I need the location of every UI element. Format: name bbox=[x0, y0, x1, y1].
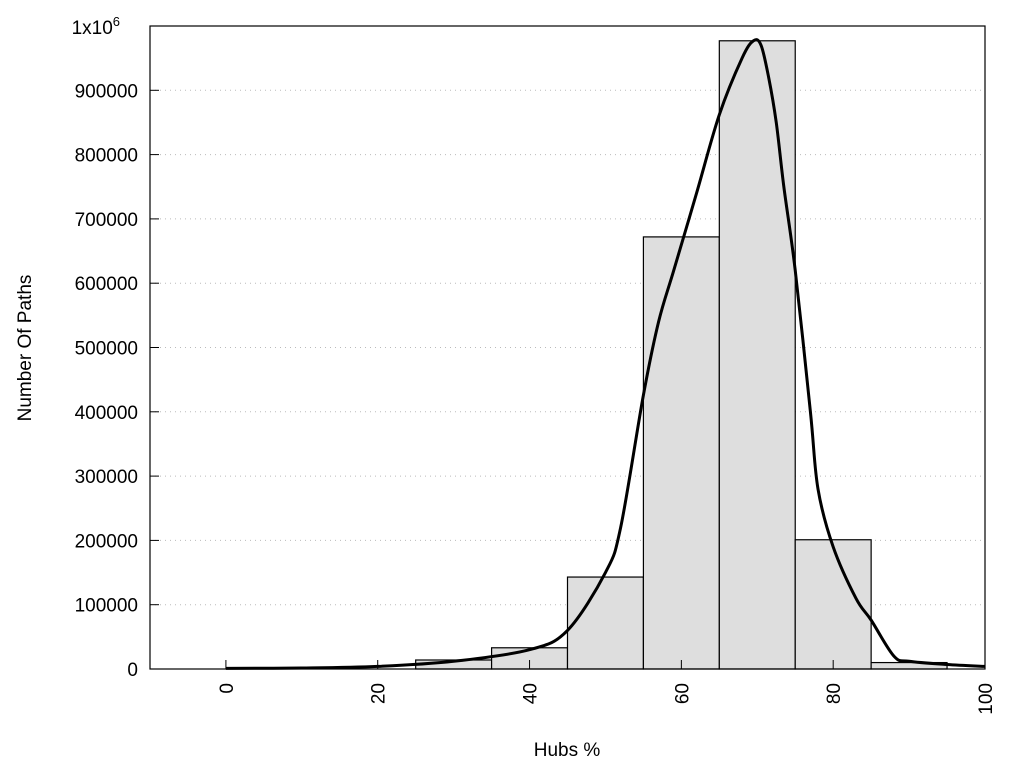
x-tick-label: 0 bbox=[217, 683, 238, 694]
y-tick-label: 200000 bbox=[75, 531, 138, 552]
y-tick-label: 700000 bbox=[75, 210, 138, 231]
y-tick-label: 800000 bbox=[75, 146, 138, 167]
x-tick-label: 80 bbox=[824, 683, 845, 704]
y-tick-label: 400000 bbox=[75, 403, 138, 424]
x-tick-label: 100 bbox=[976, 683, 997, 715]
y-tick-label: 0 bbox=[127, 660, 138, 681]
x-tick-label: 20 bbox=[369, 683, 390, 704]
y-axis-ticks: 0 100000 200000 300000 400000 500000 600000 700… bbox=[75, 81, 159, 681]
histogram-bar bbox=[566, 576, 645, 670]
y-tick-label: 600000 bbox=[75, 274, 138, 295]
y-tick-label: 900000 bbox=[75, 81, 138, 102]
x-axis-ticks: 0 20 40 60 80 100 bbox=[217, 660, 997, 715]
x-tick-label: 60 bbox=[672, 683, 693, 704]
y-axis-label: Number Of Paths bbox=[15, 275, 36, 422]
x-tick-label: 40 bbox=[521, 683, 542, 704]
y-tick-label: 100000 bbox=[75, 596, 138, 617]
bars bbox=[415, 40, 948, 670]
x-axis-label: Hubs % bbox=[534, 740, 601, 761]
histogram-bar bbox=[718, 40, 796, 670]
y-tick-label: 300000 bbox=[75, 467, 138, 488]
density-curve bbox=[225, 38, 986, 670]
histogram-bar bbox=[642, 236, 720, 670]
y-top-label: 1x106 bbox=[72, 14, 120, 39]
grid-lines bbox=[150, 89, 985, 606]
y-tick-label: 500000 bbox=[75, 339, 138, 360]
